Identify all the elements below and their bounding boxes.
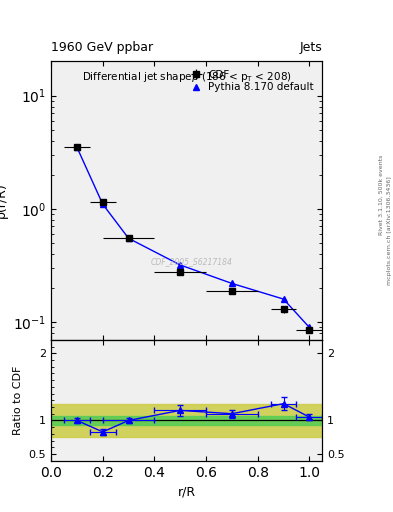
Pythia 8.170 default	[100, 201, 105, 207]
Y-axis label: Ratio to CDF: Ratio to CDF	[13, 366, 23, 435]
Line: Pythia 8.170 default: Pythia 8.170 default	[74, 144, 312, 330]
Bar	[51, 403, 322, 437]
Text: Differential jet shape$\rho$ (186 < p$_\mathrm{T}$ < 208): Differential jet shape$\rho$ (186 < p$_\…	[82, 70, 292, 84]
Bar	[51, 416, 322, 425]
X-axis label: r/R: r/R	[178, 485, 196, 498]
Legend: CDF, Pythia 8.170 default: CDF, Pythia 8.170 default	[185, 67, 317, 96]
Pythia 8.170 default	[307, 324, 312, 330]
Y-axis label: ρ(r/R): ρ(r/R)	[0, 183, 7, 219]
Pythia 8.170 default	[230, 281, 234, 287]
Text: CDF_2005_S6217184: CDF_2005_S6217184	[151, 258, 233, 266]
Text: 1960 GeV ppbar: 1960 GeV ppbar	[51, 41, 153, 54]
Pythia 8.170 default	[75, 144, 79, 151]
Text: mcplots.cern.ch [arXiv:1306.3436]: mcplots.cern.ch [arXiv:1306.3436]	[387, 176, 391, 285]
Pythia 8.170 default	[281, 296, 286, 302]
Text: Rivet 3.1.10, 500k events: Rivet 3.1.10, 500k events	[379, 155, 384, 234]
Text: Jets: Jets	[299, 41, 322, 54]
Pythia 8.170 default	[126, 235, 131, 241]
Pythia 8.170 default	[178, 262, 183, 268]
